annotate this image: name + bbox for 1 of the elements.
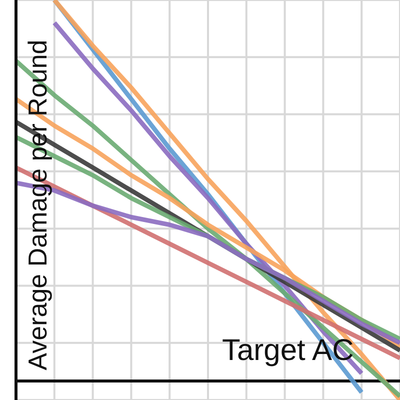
- y-axis-title: Average Damage per Round: [22, 40, 54, 370]
